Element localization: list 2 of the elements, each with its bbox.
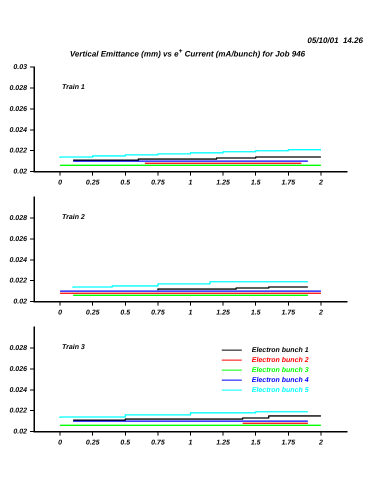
- chart-title: Vertical Emittance (mm) vs e$^{+}$ Current (mA/bunch) for Job 946: [68, 48, 306, 59]
- text: 05/10/01 14.26: [307, 36, 363, 45]
